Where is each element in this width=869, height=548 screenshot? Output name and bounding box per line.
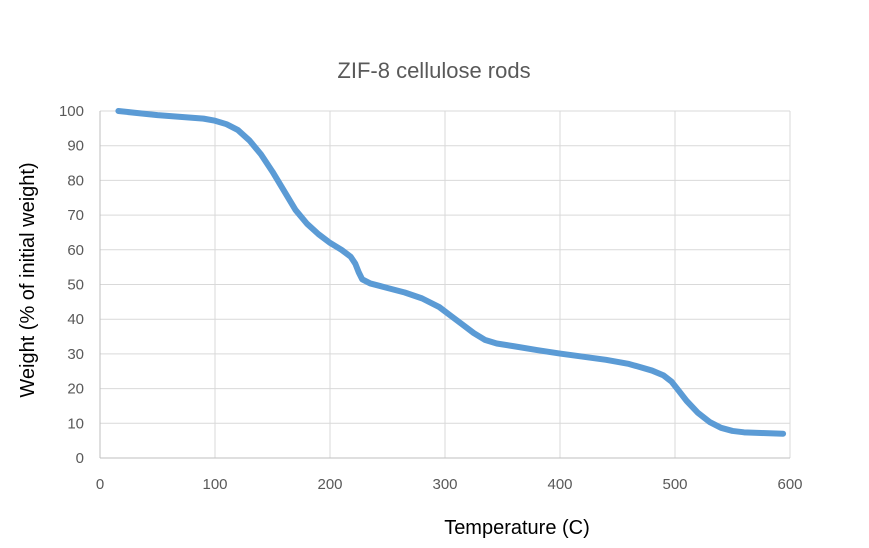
data-point: [676, 388, 680, 392]
x-tick-label: 0: [96, 476, 104, 493]
y-tick-label: 80: [67, 172, 84, 189]
data-point: [225, 122, 228, 126]
data-point: [420, 296, 424, 300]
data-point: [340, 248, 343, 252]
series-layer: [115, 108, 787, 437]
data-point: [581, 355, 585, 359]
data-point: [627, 362, 631, 366]
y-axis-title: Weight (% of initial weight): [17, 162, 39, 397]
y-tick-label: 40: [67, 311, 84, 328]
data-point: [604, 358, 608, 362]
data-point: [386, 286, 389, 290]
data-point: [662, 373, 665, 377]
data-point: [685, 399, 688, 403]
x-tick-label: 500: [662, 476, 687, 493]
data-point: [349, 255, 353, 259]
data-point: [719, 426, 723, 430]
y-tick-label: 60: [67, 242, 84, 259]
data-point: [179, 115, 182, 119]
data-point: [535, 348, 539, 352]
data-point: [282, 189, 286, 193]
data-point: [781, 432, 785, 436]
x-tick-label: 100: [202, 476, 227, 493]
x-tick-label: 400: [547, 476, 572, 493]
data-point: [437, 305, 441, 309]
data-point: [403, 290, 407, 294]
data-point: [116, 109, 120, 113]
data-point: [460, 322, 464, 326]
grid-layer: [100, 110, 791, 458]
data-point: [259, 152, 263, 156]
series-line-0: [115, 108, 787, 437]
data-point: [708, 420, 711, 424]
x-tick-label: 200: [317, 476, 342, 493]
chart-title: ZIF-8 cellulose rods: [337, 58, 530, 83]
data-point: [202, 117, 205, 121]
data-point: [360, 277, 364, 281]
data-point: [759, 431, 763, 435]
data-point: [512, 344, 516, 348]
y-tick-label: 50: [67, 277, 84, 294]
data-point: [558, 352, 562, 356]
y-tick-label: 30: [67, 346, 84, 363]
data-point: [483, 338, 487, 342]
data-point: [236, 128, 240, 132]
data-point: [357, 270, 361, 274]
data-point: [731, 429, 734, 433]
data-point: [156, 113, 159, 117]
y-tick-label: 0: [76, 450, 84, 467]
data-point: [305, 222, 309, 226]
label-layer: 0 10 20 30 40 50 60 70 80 90 100 0 100 200 300 400 500 60…: [59, 103, 803, 493]
x-tick-label: 300: [432, 476, 457, 493]
x-axis-title: Temperature (C): [444, 517, 590, 539]
data-point: [495, 341, 499, 345]
data-point: [248, 139, 251, 142]
data-point: [650, 369, 654, 373]
data-point: [368, 281, 372, 285]
data-point: [472, 331, 476, 335]
data-point: [294, 208, 297, 212]
x-tick-label: 600: [777, 476, 802, 493]
y-tick-label: 70: [67, 207, 84, 224]
y-tick-label: 90: [67, 138, 84, 155]
data-point: [353, 262, 357, 266]
y-tick-label: 10: [67, 415, 84, 432]
data-point: [213, 119, 217, 123]
data-point: [271, 170, 274, 174]
data-point: [742, 430, 746, 434]
data-point: [449, 314, 453, 318]
data-point: [133, 111, 136, 115]
data-point: [670, 380, 674, 384]
axis-layer: [99, 111, 790, 459]
y-tick-label: 20: [67, 381, 84, 398]
data-point: [696, 411, 700, 415]
data-point: [328, 241, 332, 245]
data-point: [317, 232, 320, 236]
y-tick-label: 100: [59, 103, 84, 120]
